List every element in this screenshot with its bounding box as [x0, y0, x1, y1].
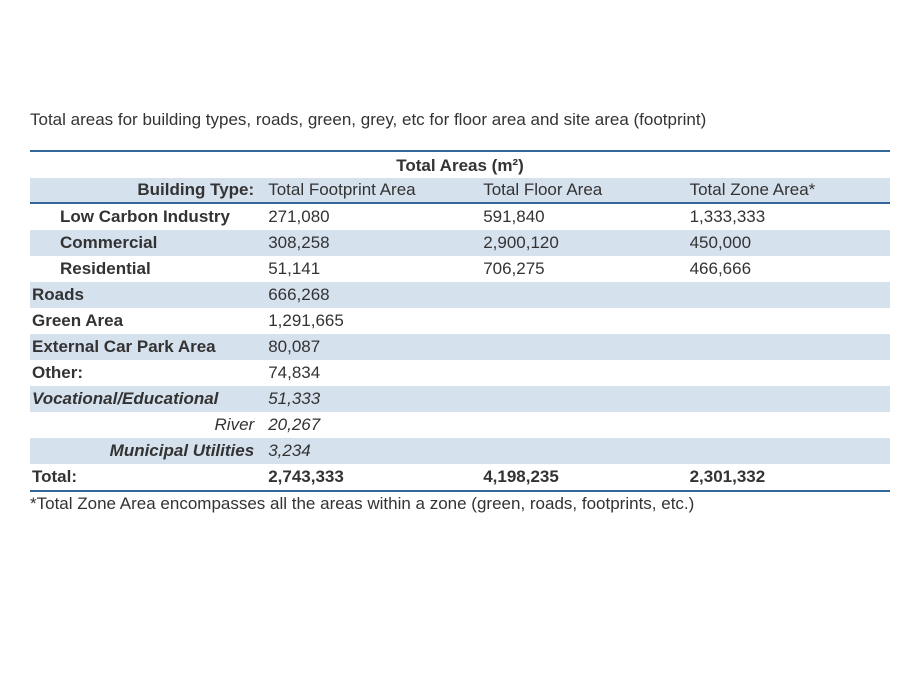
- table-row: Green Area1,291,665: [30, 308, 890, 334]
- total-floor: 4,198,235: [477, 464, 683, 491]
- header-zone: Total Zone Area*: [684, 178, 890, 203]
- row-label: Municipal Utilities: [30, 438, 262, 464]
- row-footprint: 51,333: [262, 386, 477, 412]
- table-row: River20,267: [30, 412, 890, 438]
- row-footprint: 80,087: [262, 334, 477, 360]
- row-zone: [684, 360, 890, 386]
- header-floor: Total Floor Area: [477, 178, 683, 203]
- table-total-row: Total: 2,743,333 4,198,235 2,301,332: [30, 464, 890, 491]
- table-row: Other:74,834: [30, 360, 890, 386]
- row-label: Roads: [30, 282, 262, 308]
- row-zone: 450,000: [684, 230, 890, 256]
- table-title-row: Total Areas (m²): [30, 151, 890, 178]
- total-zone: 2,301,332: [684, 464, 890, 491]
- row-label: Other:: [30, 360, 262, 386]
- row-floor: [477, 308, 683, 334]
- row-footprint: 308,258: [262, 230, 477, 256]
- row-zone: [684, 308, 890, 334]
- header-building-type: Building Type:: [30, 178, 262, 203]
- table-body: Total Areas (m²) Building Type: Total Fo…: [30, 151, 890, 491]
- row-zone: [684, 386, 890, 412]
- table-footnote: *Total Zone Area encompasses all the are…: [30, 494, 890, 514]
- row-floor: [477, 386, 683, 412]
- row-label: Low Carbon Industry: [30, 203, 262, 230]
- row-label: Commercial: [30, 230, 262, 256]
- row-footprint: 1,291,665: [262, 308, 477, 334]
- row-zone: 1,333,333: [684, 203, 890, 230]
- total-label: Total:: [30, 464, 262, 491]
- row-floor: 2,900,120: [477, 230, 683, 256]
- row-zone: [684, 412, 890, 438]
- row-zone: [684, 438, 890, 464]
- row-footprint: 51,141: [262, 256, 477, 282]
- row-floor: 706,275: [477, 256, 683, 282]
- total-footprint: 2,743,333: [262, 464, 477, 491]
- table-row: Vocational/Educational51,333: [30, 386, 890, 412]
- row-floor: [477, 282, 683, 308]
- table-row: Residential51,141706,275466,666: [30, 256, 890, 282]
- row-label: External Car Park Area: [30, 334, 262, 360]
- row-floor: [477, 412, 683, 438]
- table-row: External Car Park Area80,087: [30, 334, 890, 360]
- row-floor: 591,840: [477, 203, 683, 230]
- row-zone: [684, 282, 890, 308]
- row-label: River: [30, 412, 262, 438]
- table-header-row: Building Type: Total Footprint Area Tota…: [30, 178, 890, 203]
- row-floor: [477, 360, 683, 386]
- row-zone: 466,666: [684, 256, 890, 282]
- row-floor: [477, 438, 683, 464]
- row-footprint: 20,267: [262, 412, 477, 438]
- page-container: Total areas for building types, roads, g…: [0, 0, 920, 514]
- row-label: Residential: [30, 256, 262, 282]
- areas-table: Total Areas (m²) Building Type: Total Fo…: [30, 150, 890, 492]
- table-row: Municipal Utilities3,234: [30, 438, 890, 464]
- row-footprint: 271,080: [262, 203, 477, 230]
- row-label: Green Area: [30, 308, 262, 334]
- row-footprint: 666,268: [262, 282, 477, 308]
- header-footprint: Total Footprint Area: [262, 178, 477, 203]
- table-caption: Total areas for building types, roads, g…: [30, 110, 890, 130]
- row-footprint: 3,234: [262, 438, 477, 464]
- row-zone: [684, 334, 890, 360]
- table-title: Total Areas (m²): [30, 151, 890, 178]
- table-row: Commercial308,2582,900,120450,000: [30, 230, 890, 256]
- row-footprint: 74,834: [262, 360, 477, 386]
- row-label: Vocational/Educational: [30, 386, 262, 412]
- table-row: Roads666,268: [30, 282, 890, 308]
- row-floor: [477, 334, 683, 360]
- table-row: Low Carbon Industry271,080591,8401,333,3…: [30, 203, 890, 230]
